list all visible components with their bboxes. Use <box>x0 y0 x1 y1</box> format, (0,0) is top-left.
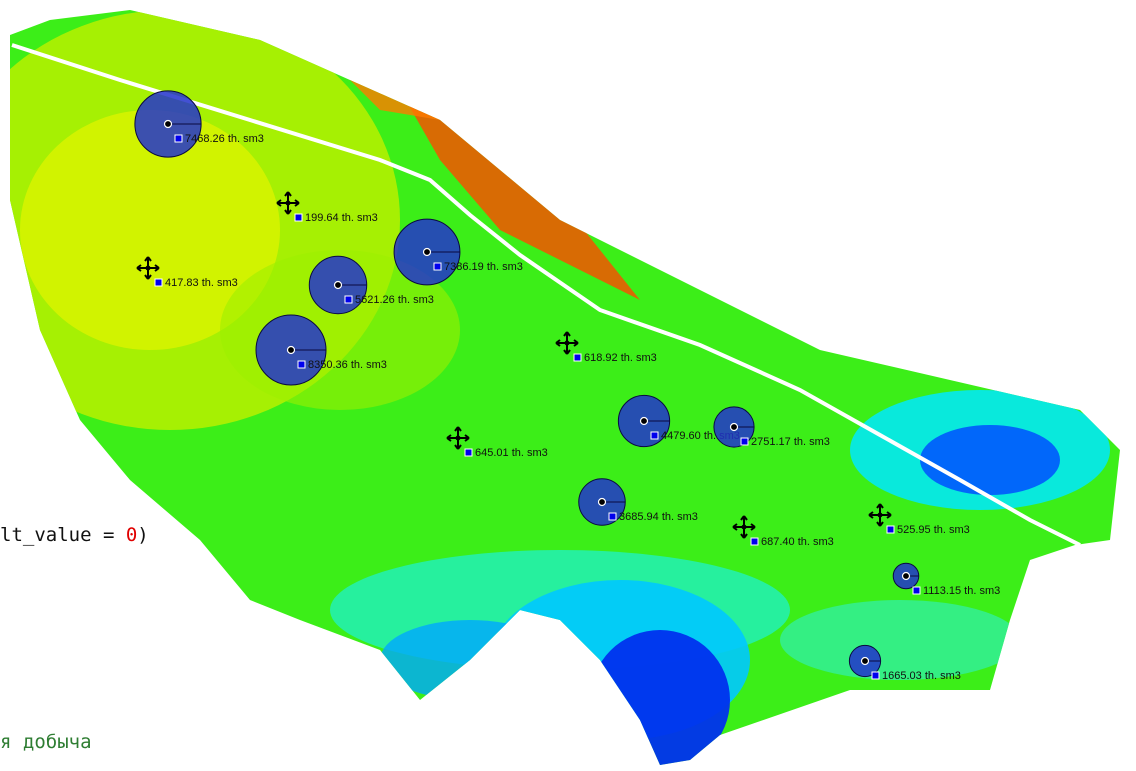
producer-well-icon <box>597 497 607 507</box>
producer-well-icon <box>901 571 911 581</box>
well-volume-label: 7386.19 th. sm3 <box>444 261 523 273</box>
well-2[interactable]: 199.64 th. sm3 <box>276 191 378 224</box>
injector-center-dot <box>285 200 291 206</box>
producer-well-icon <box>163 119 173 129</box>
well-volume-label: 1665.03 th. sm3 <box>882 670 961 682</box>
producer-well-icon <box>422 247 432 257</box>
well-volume-label: 5621.26 th. sm3 <box>355 294 434 306</box>
label-marker-icon <box>154 278 163 287</box>
well-volume-label: 8350.36 th. sm3 <box>308 359 387 371</box>
well-15[interactable]: 1665.03 th. sm3 <box>848 644 961 682</box>
code-suffix: ) <box>137 524 149 546</box>
injector-center-dot <box>145 265 151 271</box>
well-volume-label: 417.83 th. sm3 <box>165 277 238 289</box>
well-13[interactable]: 525.95 th. sm3 <box>868 503 970 536</box>
label-marker-icon <box>608 512 617 521</box>
well-5[interactable]: 5621.26 th. sm3 <box>308 255 434 315</box>
producer-well-icon <box>860 656 870 666</box>
well-10[interactable]: 645.01 th. sm3 <box>446 426 548 459</box>
injector-center-dot <box>455 435 461 441</box>
label-marker-icon <box>886 525 895 534</box>
well-3[interactable]: 7386.19 th. sm3 <box>393 218 523 286</box>
producer-well-icon <box>333 280 343 290</box>
well-4[interactable]: 417.83 th. sm3 <box>136 256 238 289</box>
code-number: 0 <box>125 524 138 546</box>
label-marker-icon <box>573 353 582 362</box>
label-marker-icon <box>912 586 921 595</box>
well-14[interactable]: 1113.15 th. sm3 <box>892 562 1000 597</box>
well-12[interactable]: 687.40 th. sm3 <box>732 515 834 548</box>
well-1[interactable]: 7468.26 th. sm3 <box>134 90 264 158</box>
fault-line <box>11 43 1081 547</box>
well-volume-label: 687.40 th. sm3 <box>761 536 834 548</box>
well-11[interactable]: 3685.94 th. sm3 <box>578 478 698 526</box>
label-marker-icon <box>750 537 759 546</box>
code-comment: я добыча <box>0 731 92 753</box>
well-volume-label: 618.92 th. sm3 <box>584 352 657 364</box>
well-volume-label: 525.95 th. sm3 <box>897 524 970 536</box>
label-marker-icon <box>433 262 442 271</box>
label-marker-icon <box>740 437 749 446</box>
well-volume-label: 2751.17 th. sm3 <box>751 436 830 448</box>
label-marker-icon <box>294 213 303 222</box>
label-marker-icon <box>174 134 183 143</box>
well-volume-label: 1113.15 th. sm3 <box>923 585 1000 597</box>
producer-well-icon <box>286 345 296 355</box>
label-marker-icon <box>650 431 659 440</box>
label-marker-icon <box>344 295 353 304</box>
code-prefix: lt_value = <box>0 524 126 546</box>
well-9[interactable]: 2751.17 th. sm3 <box>713 406 830 448</box>
injector-center-dot <box>877 512 883 518</box>
well-volume-label: 199.64 th. sm3 <box>305 212 378 224</box>
producer-well-icon <box>639 416 649 426</box>
label-marker-icon <box>464 448 473 457</box>
producer-well-icon <box>729 422 739 432</box>
well-volume-label: 7468.26 th. sm3 <box>185 133 264 145</box>
injector-center-dot <box>564 340 570 346</box>
well-6[interactable]: 8350.36 th. sm3 <box>255 314 387 386</box>
well-volume-label: 3685.94 th. sm3 <box>619 511 698 523</box>
well-volume-label: 645.01 th. sm3 <box>475 447 548 459</box>
code-snippet: lt_value = 0) <box>0 524 149 546</box>
label-marker-icon <box>871 671 880 680</box>
well-7[interactable]: 618.92 th. sm3 <box>555 331 657 364</box>
injector-center-dot <box>741 524 747 530</box>
label-marker-icon <box>297 360 306 369</box>
